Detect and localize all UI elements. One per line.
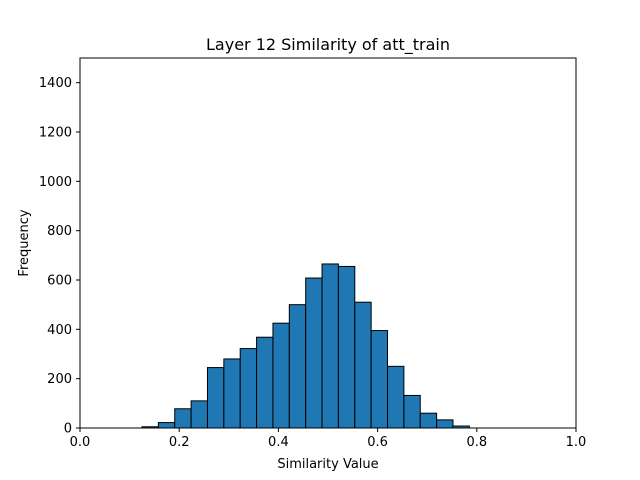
histogram-bar-17	[403, 394, 421, 429]
histogram-bar-5	[206, 367, 225, 429]
histogram-bar-15	[370, 330, 389, 429]
histogram-bar-4	[190, 400, 208, 429]
histogram-bar-19	[436, 419, 454, 429]
y-tick-label: 400	[47, 323, 72, 338]
x-tick-label: 0.4	[268, 435, 289, 450]
histogram-bar-10	[288, 304, 307, 429]
histogram-bar-7	[239, 348, 258, 429]
y-tick-label: 200	[47, 372, 72, 387]
histogram-bar-9	[272, 322, 290, 429]
x-tick-label: 0.2	[169, 435, 190, 450]
y-tick-label: 1400	[39, 76, 72, 91]
histogram-bar-6	[223, 358, 241, 429]
y-tick-label: 0	[64, 422, 72, 437]
y-axis-label: Frequency	[17, 209, 32, 276]
histogram-bar-12	[321, 263, 339, 429]
x-tick-label: 0.8	[466, 435, 487, 450]
histogram-bar-16	[387, 365, 405, 429]
x-tick-label: 1.0	[566, 435, 587, 450]
histogram-bar-3	[174, 408, 192, 429]
histogram-bar-8	[256, 336, 274, 429]
y-tick-label: 600	[47, 274, 72, 289]
histogram-bar-11	[305, 277, 323, 429]
x-tick-label: 0.0	[70, 435, 91, 450]
histogram-bar-2	[157, 422, 176, 429]
histogram-bar-18	[419, 412, 438, 429]
histogram-bars	[141, 263, 470, 429]
histogram-bar-13	[337, 265, 356, 429]
plot-frame	[79, 57, 577, 429]
chart-title: Layer 12 Similarity of att_train	[206, 35, 450, 55]
histogram-bar-14	[354, 301, 372, 429]
y-tick-label: 1000	[39, 175, 72, 190]
x-axis-label: Similarity Value	[277, 457, 378, 472]
x-tick-label: 0.6	[367, 435, 388, 450]
y-tick-label: 1200	[39, 126, 72, 141]
y-tick-label: 800	[47, 224, 72, 239]
axis-ticks: 0.0 0.2 0.4 0.6 0.8 1.0 0 200 400 600 800 1000 1200 1…	[39, 76, 586, 450]
